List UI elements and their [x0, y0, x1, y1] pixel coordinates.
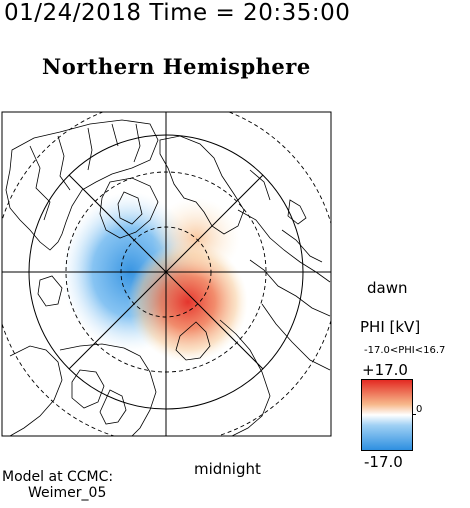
coastlines [5, 119, 331, 436]
polar-map-svg [1, 111, 332, 437]
map-frame [1, 111, 332, 437]
polar-map [0, 110, 340, 440]
midnight-label: midnight [194, 460, 261, 478]
colorbar-range-label: -17.0<PHI<16.7 [364, 345, 446, 356]
meridians [2, 112, 331, 436]
colorbar-quantity-label: PHI [kV] [360, 318, 421, 336]
hemisphere-title: Northern Hemisphere [42, 54, 311, 79]
colorbar-mid-label: 0 [416, 404, 423, 415]
colorbar-max-label: +17.0 [362, 361, 408, 379]
date-time-title: 01/24/2018 Time = 20:35:00 [4, 0, 351, 26]
colorbar-zero-tick [412, 414, 416, 415]
positive-potential-tail [152, 198, 240, 278]
colorbar [361, 379, 413, 451]
model-credit-line2: Weimer_05 [28, 485, 107, 501]
dawn-label: dawn [367, 279, 408, 297]
colorbar-min-label: -17.0 [364, 453, 403, 471]
model-credit-line1: Model at CCMC: [2, 469, 114, 485]
